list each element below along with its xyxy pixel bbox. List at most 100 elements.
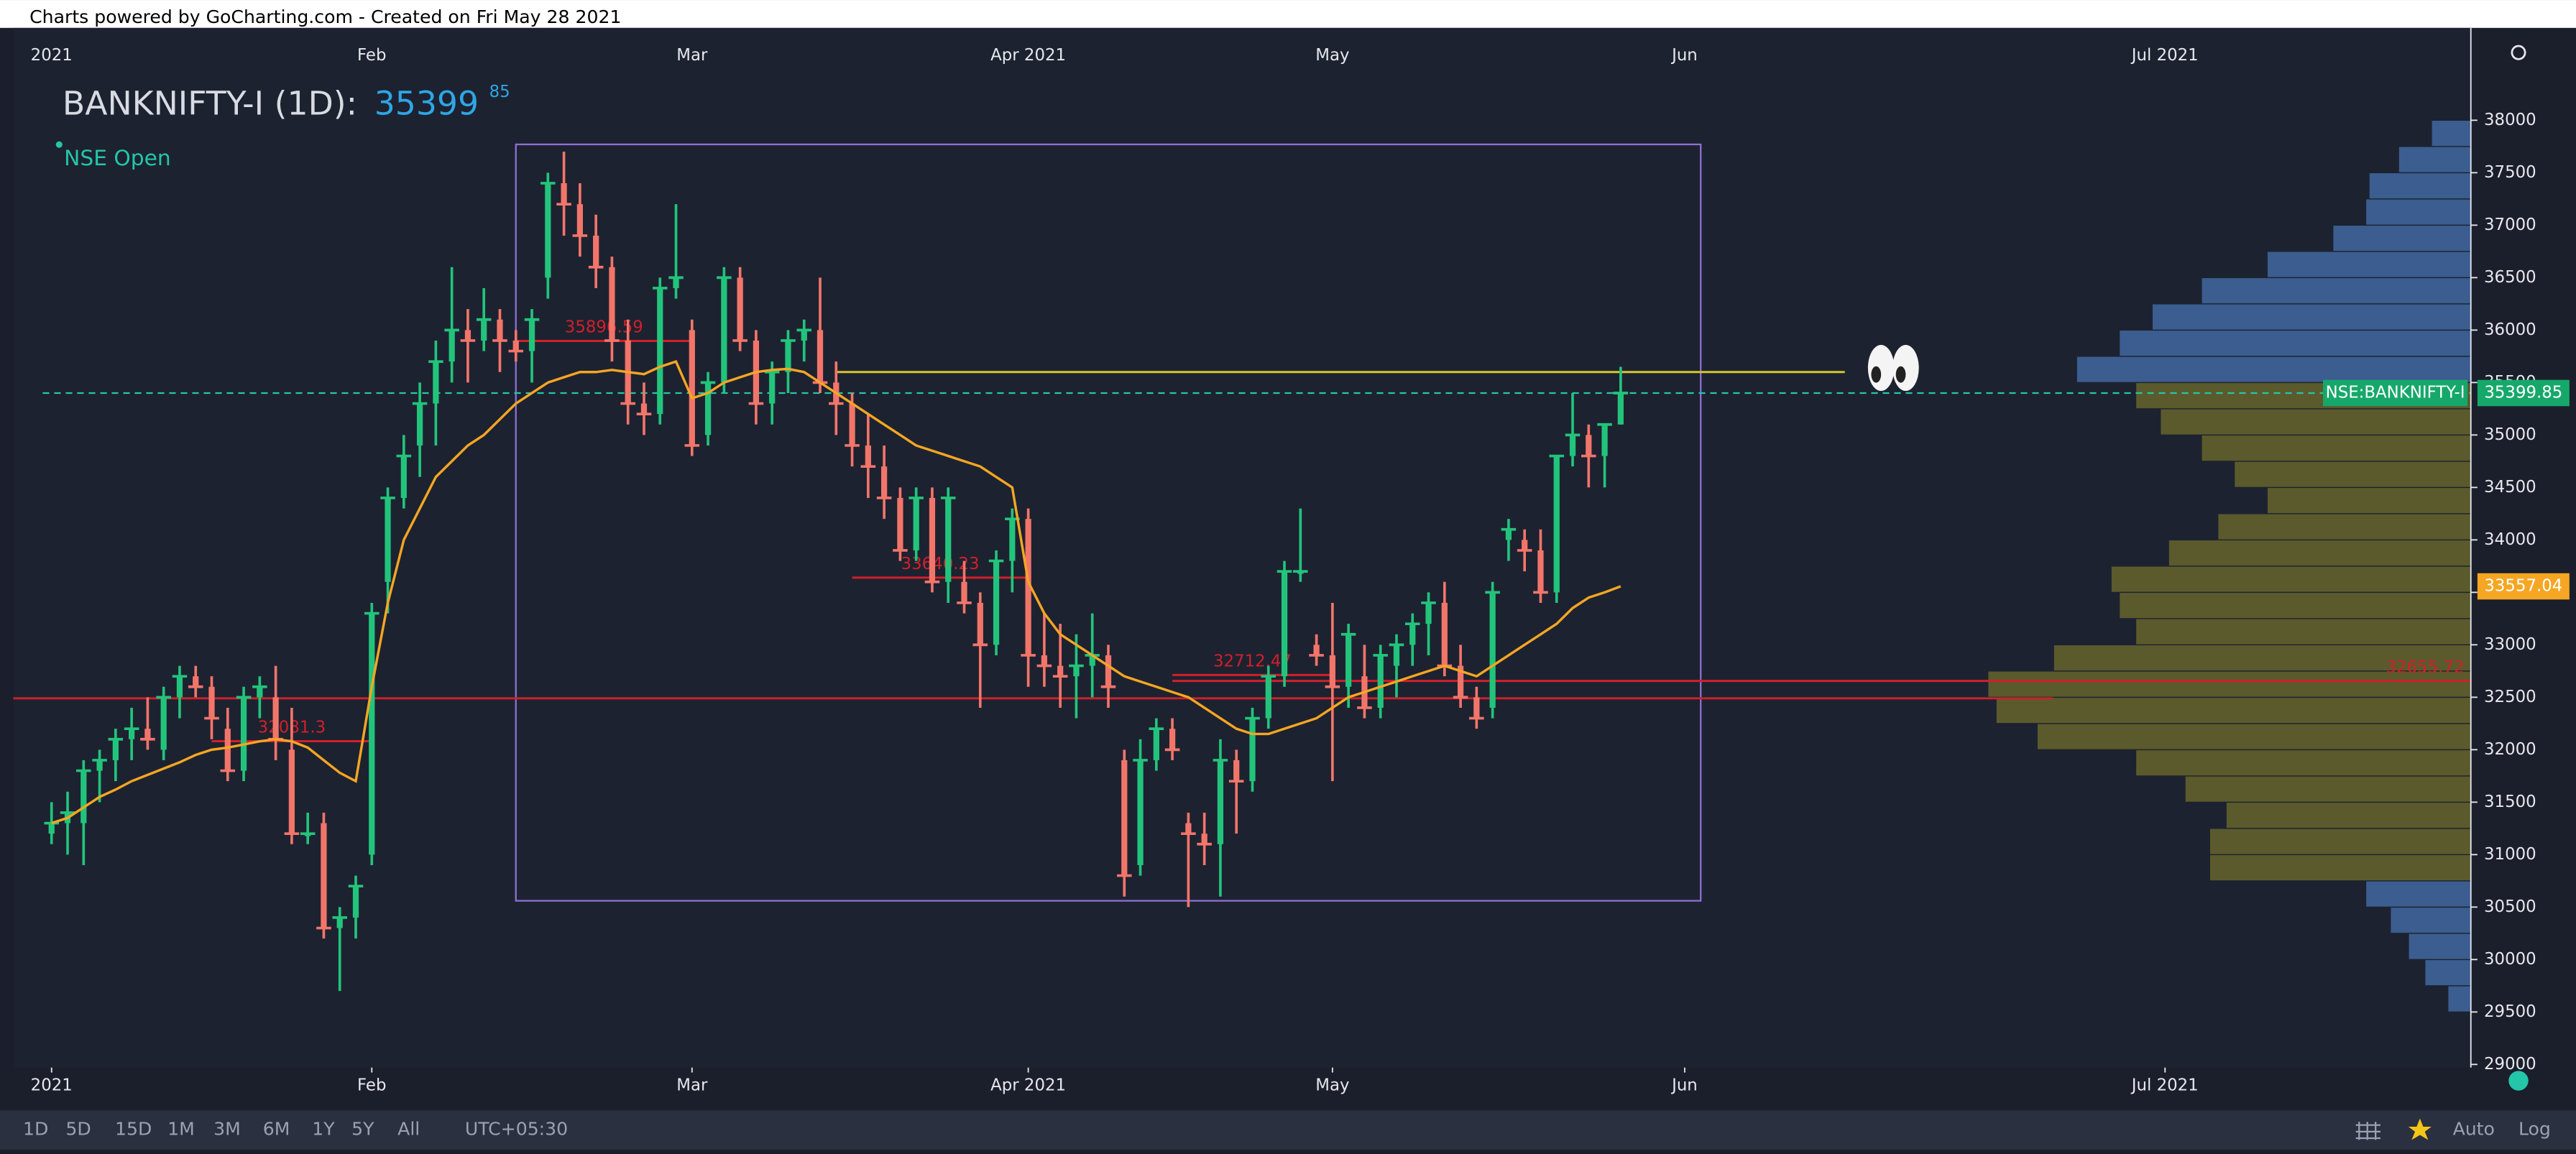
candle-body [961, 581, 967, 603]
x-tick-label-top: Apr 2021 [990, 46, 1066, 65]
candle-body [497, 319, 503, 341]
x-tick-label-top: Mar [676, 46, 708, 65]
candle-body [400, 456, 407, 498]
moving-average [51, 360, 1622, 825]
candle-body [1537, 550, 1544, 593]
x-tick-label-bottom: May [1315, 1076, 1349, 1094]
profile-bar [2424, 959, 2471, 987]
scale-button[interactable]: Auto [2453, 1119, 2495, 1140]
candle-body [897, 497, 903, 550]
candle-body [129, 729, 135, 739]
range-button[interactable]: 6M [263, 1119, 290, 1140]
range-button[interactable]: 5Y [351, 1119, 374, 1140]
profile-bar [2151, 303, 2471, 331]
candle-body [352, 886, 359, 918]
scale-button[interactable]: Log [2518, 1119, 2551, 1140]
profile-bar [2135, 749, 2471, 777]
toolbar [0, 1110, 2576, 1150]
title-price-decimals: 85 [489, 83, 510, 101]
y-tick-label: 30500 [2484, 897, 2536, 916]
range-button[interactable]: 5D [65, 1119, 91, 1140]
candle-body [881, 466, 888, 498]
candle-body [1441, 602, 1448, 666]
candle-body [1169, 729, 1176, 750]
candle-body [993, 560, 1000, 645]
x-tick-label-top: May [1315, 46, 1349, 65]
candle-body [721, 277, 727, 383]
range-button[interactable]: 3M [213, 1119, 241, 1140]
candle-body [1601, 424, 1608, 456]
candle-body [737, 277, 743, 341]
profile-bar [2368, 172, 2471, 200]
settings-icon[interactable] [2511, 45, 2526, 60]
candle-body [945, 497, 952, 582]
header-bar [0, 0, 2576, 28]
chart-title: BANKNIFTY-I (1D): 35399 85 [63, 83, 510, 122]
candle-body [1489, 592, 1496, 708]
y-tick-label: 33000 [2484, 635, 2536, 654]
last-price-tag-box [2477, 379, 2570, 407]
ma-price-tag-box [2477, 573, 2570, 600]
candle-body [369, 613, 375, 855]
y-tick-label: 37500 [2484, 163, 2536, 182]
timezone[interactable]: UTC+05:30 [465, 1119, 568, 1140]
range-button[interactable]: 15D [115, 1119, 152, 1140]
profile-bar [2431, 119, 2471, 147]
candle-body [1105, 655, 1112, 687]
candle-body [545, 183, 551, 278]
candle-body [1009, 519, 1016, 561]
y-tick-label: 36000 [2484, 320, 2536, 339]
candle-body [1329, 655, 1335, 687]
candle-body [1281, 571, 1288, 677]
y-tick-label: 29000 [2484, 1055, 2536, 1074]
grid-icon[interactable] [2355, 1122, 2380, 1140]
y-tick-label: 38000 [2484, 111, 2536, 129]
y-tick-label: 31000 [2484, 845, 2536, 864]
y-tick-label: 35000 [2484, 425, 2536, 444]
candle-body [96, 760, 103, 771]
y-tick-label: 30000 [2484, 950, 2536, 969]
range-button[interactable]: All [397, 1119, 420, 1140]
title-symbol: BANKNIFTY-I (1D): [63, 84, 357, 122]
candle-body [913, 497, 919, 550]
candle-body [1522, 540, 1528, 550]
candle-body [481, 319, 487, 341]
candle-body [1217, 760, 1224, 844]
x-tick-label-bottom: 2021 [31, 1076, 73, 1094]
title-price: 35399 [374, 84, 479, 122]
range-button[interactable]: 1M [167, 1119, 195, 1140]
candle-body [1377, 655, 1384, 708]
candle-body [849, 403, 855, 446]
candle-body [160, 697, 167, 750]
star-icon[interactable] [2408, 1118, 2432, 1140]
range-box [515, 143, 1702, 902]
candle-body [689, 330, 695, 446]
y-tick-label: 32000 [2484, 740, 2536, 759]
candle-body [80, 770, 87, 823]
candle-body [176, 676, 183, 698]
status: NSE Open [64, 146, 171, 171]
profile-bar [2184, 775, 2471, 803]
candle-body [801, 330, 807, 341]
profile-bar [2225, 801, 2471, 829]
x-tick-label-bottom: Mar [676, 1076, 708, 1094]
candle-body [257, 686, 263, 698]
profile-bar [2118, 329, 2471, 357]
profile-bar [2365, 198, 2471, 226]
candle-body [144, 729, 151, 739]
y-tick-label: 32500 [2484, 688, 2536, 706]
range-button[interactable]: 1D [23, 1119, 48, 1140]
profile-bar [2365, 880, 2471, 908]
range-button[interactable]: 1Y [312, 1119, 335, 1140]
candle-body [1185, 823, 1192, 834]
candle-body [1473, 697, 1480, 719]
profile-bar [2076, 356, 2471, 384]
candle-body [288, 749, 295, 834]
level-label: 32712.47 [1213, 652, 1292, 671]
candle-body [1346, 634, 1352, 687]
candle-body [785, 340, 791, 372]
candle-body [512, 340, 519, 351]
y-tick-label: 36500 [2484, 268, 2536, 287]
